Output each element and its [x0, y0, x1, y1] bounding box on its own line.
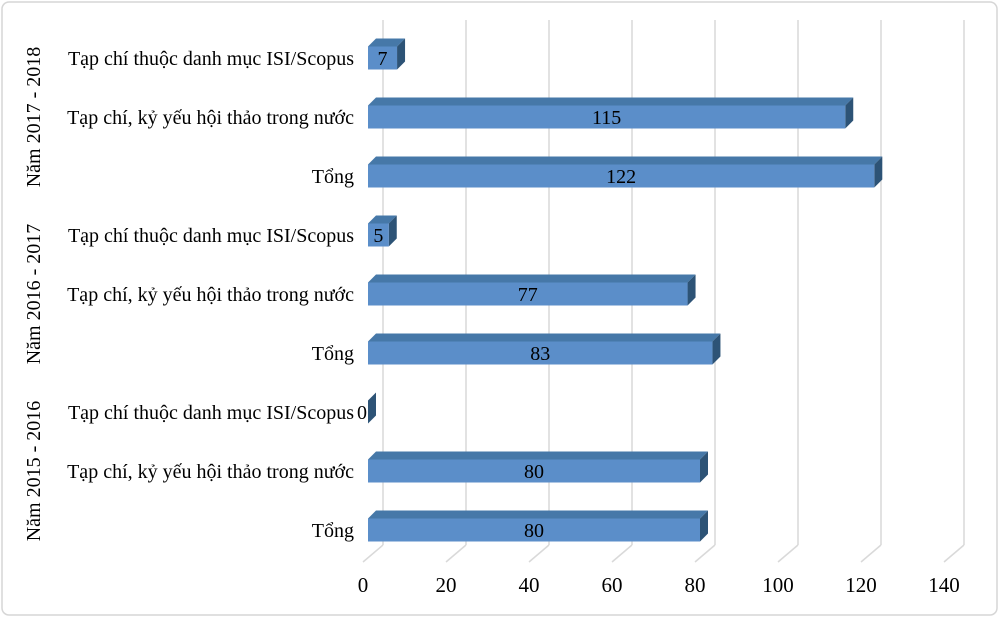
bar [368, 518, 700, 542]
axis-floor-connector [445, 544, 467, 563]
bar-top-face [368, 274, 696, 283]
bar [368, 46, 398, 70]
group-label: Năm 2015 - 2016 [23, 401, 45, 542]
bar-top-face [368, 38, 406, 47]
bar [368, 282, 688, 306]
axis-floor-connector [777, 544, 799, 563]
value-label: 80 [524, 520, 544, 542]
value-label: 83 [530, 343, 550, 365]
group-label: Năm 2017 - 2018 [23, 47, 45, 188]
bar [368, 341, 713, 365]
bar [368, 223, 389, 247]
x-tick-label: 40 [519, 573, 540, 597]
axis-floor-connector [694, 544, 716, 563]
bar-top-face [368, 333, 721, 342]
axis-floor-connector [611, 544, 633, 563]
bar-side-face [687, 274, 696, 306]
value-label: 77 [518, 284, 538, 306]
bar-side-face [845, 97, 854, 129]
bar [368, 164, 875, 188]
bar [368, 105, 846, 129]
bar-side-face [397, 38, 406, 70]
category-label: Tạp chí thuộc danh mục ISI/Scopus [68, 402, 354, 424]
x-tick-label: 120 [845, 573, 877, 597]
bar-side-face [388, 215, 397, 247]
value-label: 0 [357, 402, 367, 424]
x-tick-label: 60 [602, 573, 623, 597]
bar-side-face [700, 451, 708, 483]
category-label: Tạp chí, kỷ yếu hội thảo trong nước [67, 461, 354, 483]
bar-top-face [368, 451, 708, 460]
value-label: 115 [592, 107, 621, 129]
bar-top-face [368, 215, 397, 224]
value-label: 7 [378, 48, 388, 70]
axis-floor-connector [943, 544, 965, 563]
x-tick-label: 100 [762, 573, 794, 597]
x-tick-label: 20 [436, 573, 457, 597]
axis-floor-connector [860, 544, 882, 563]
bar-side-face [368, 392, 376, 424]
category-label: Tạp chí, kỷ yếu hội thảo trong nước [67, 284, 354, 306]
bar-side-face [874, 156, 883, 188]
category-label: Tổng [312, 166, 354, 188]
value-label: 5 [373, 225, 383, 247]
bar-top-face [368, 510, 708, 519]
x-tick-label: 140 [928, 573, 960, 597]
value-label: 122 [606, 166, 636, 188]
bar-side-face [712, 333, 721, 365]
category-label: Tạp chí thuộc danh mục ISI/Scopus [68, 225, 354, 247]
bar [368, 459, 700, 483]
bar-side-face [700, 510, 708, 542]
group-label: Năm 2016 - 2017 [23, 224, 45, 365]
category-label: Tạp chí, kỷ yếu hội thảo trong nước [67, 107, 354, 129]
x-tick-label: 80 [685, 573, 706, 597]
category-label: Tạp chí thuộc danh mục ISI/Scopus [68, 48, 354, 70]
category-label: Tổng [312, 520, 354, 542]
axis-floor-connector [528, 544, 550, 563]
bar-top-face [368, 156, 883, 165]
bar-top-face [368, 97, 854, 106]
value-label: 80 [524, 461, 544, 483]
axis-floor-connector [362, 544, 384, 563]
category-label: Tổng [312, 343, 354, 365]
x-tick-label: 0 [358, 573, 369, 597]
